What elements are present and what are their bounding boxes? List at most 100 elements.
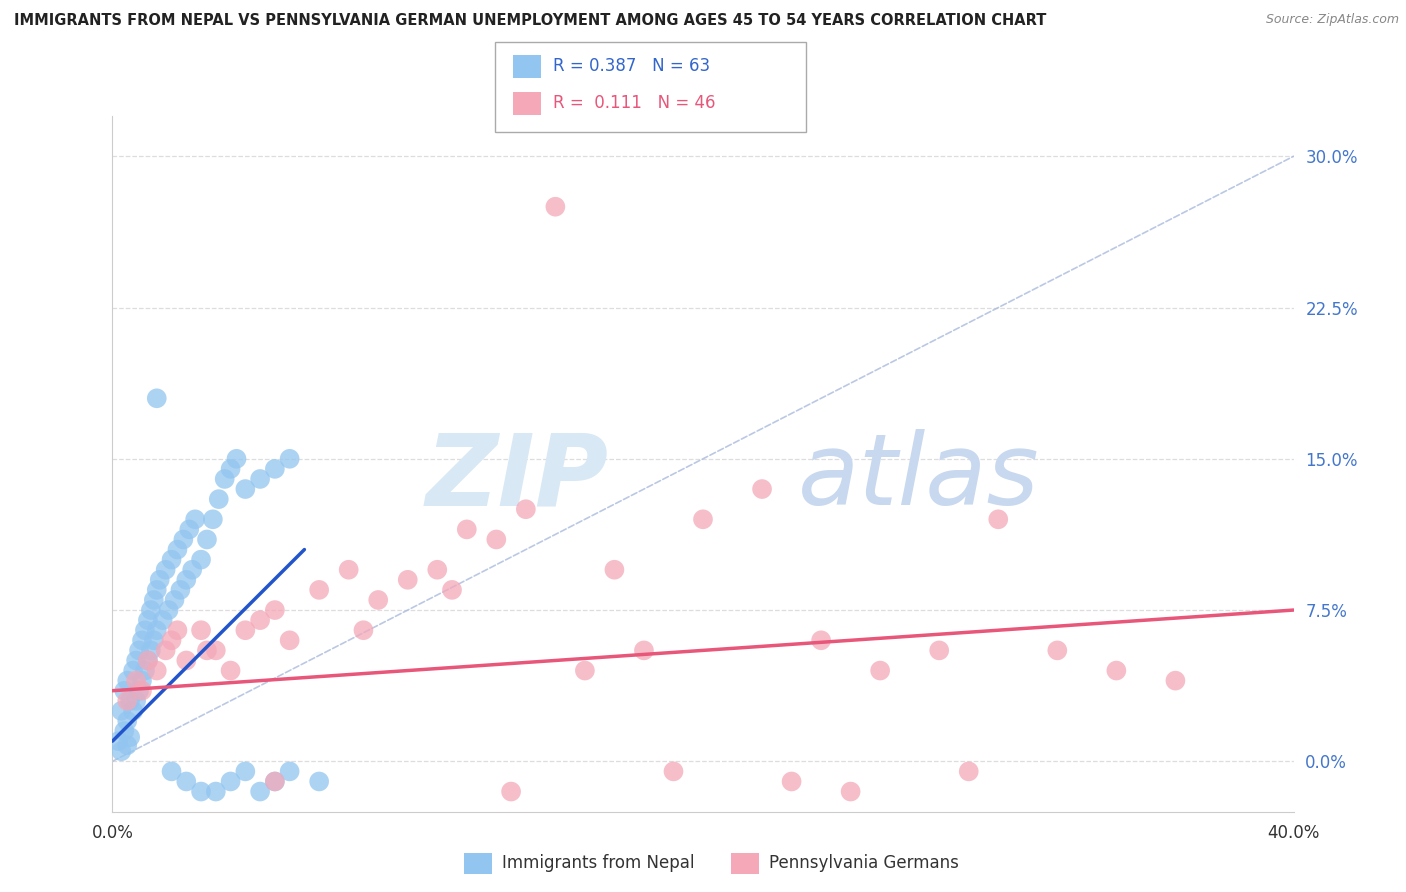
Point: [544, 200, 567, 214]
Point: [278, 451, 301, 466]
Point: [810, 633, 832, 648]
Point: [367, 593, 389, 607]
Point: [195, 643, 218, 657]
Point: [166, 624, 188, 638]
Point: [134, 664, 156, 678]
Point: [751, 482, 773, 496]
Point: [249, 784, 271, 798]
Point: [219, 664, 242, 678]
Point: [201, 512, 224, 526]
Point: [125, 694, 148, 708]
Text: IMMIGRANTS FROM NEPAL VS PENNSYLVANIA GERMAN UNEMPLOYMENT AMONG AGES 45 TO 54 YE: IMMIGRANTS FROM NEPAL VS PENNSYLVANIA GE…: [14, 13, 1046, 29]
Point: [163, 593, 186, 607]
Point: [134, 624, 156, 638]
Point: [181, 563, 204, 577]
Point: [633, 643, 655, 657]
Point: [208, 492, 231, 507]
Point: [1105, 664, 1128, 678]
Point: [214, 472, 236, 486]
Point: [146, 664, 169, 678]
Point: [1046, 643, 1069, 657]
Point: [264, 462, 287, 476]
Text: Pennsylvania Germans: Pennsylvania Germans: [769, 855, 959, 872]
Point: [172, 533, 194, 547]
Point: [122, 664, 145, 678]
Text: ZIP: ZIP: [426, 429, 609, 526]
Point: [110, 744, 132, 758]
Point: [225, 451, 247, 466]
Point: [441, 582, 464, 597]
Point: [107, 734, 129, 748]
Point: [396, 573, 419, 587]
Point: [264, 774, 287, 789]
Point: [136, 653, 159, 667]
Point: [515, 502, 537, 516]
Point: [603, 563, 626, 577]
Text: atlas: atlas: [797, 429, 1039, 526]
Point: [1164, 673, 1187, 688]
Point: [117, 714, 138, 728]
Point: [179, 522, 201, 536]
Point: [501, 784, 523, 798]
Point: [166, 542, 188, 557]
Point: [233, 482, 256, 496]
Point: [957, 764, 980, 779]
Point: [142, 633, 165, 648]
Point: [485, 533, 508, 547]
Point: [249, 472, 271, 486]
Text: Source: ZipAtlas.com: Source: ZipAtlas.com: [1265, 13, 1399, 27]
Point: [112, 724, 135, 739]
Point: [352, 624, 374, 638]
Point: [278, 764, 301, 779]
Point: [205, 643, 228, 657]
Point: [219, 774, 242, 789]
Point: [869, 664, 891, 678]
Point: [190, 624, 212, 638]
Point: [195, 533, 218, 547]
Point: [146, 392, 169, 406]
Point: [233, 624, 256, 638]
Point: [174, 774, 197, 789]
Point: [249, 613, 271, 627]
Point: [146, 624, 169, 638]
Text: R =  0.111   N = 46: R = 0.111 N = 46: [553, 94, 716, 112]
Point: [928, 643, 950, 657]
Point: [574, 664, 596, 678]
Point: [149, 573, 172, 587]
Point: [780, 774, 803, 789]
Point: [125, 673, 148, 688]
Point: [120, 694, 142, 708]
Point: [184, 512, 207, 526]
Point: [264, 603, 287, 617]
Point: [152, 613, 174, 627]
Point: [160, 633, 183, 648]
Point: [131, 683, 153, 698]
Point: [987, 512, 1010, 526]
Point: [308, 774, 330, 789]
Point: [125, 653, 148, 667]
Point: [117, 738, 138, 752]
Point: [139, 603, 162, 617]
Point: [122, 704, 145, 718]
Point: [205, 784, 228, 798]
Point: [426, 563, 449, 577]
Point: [117, 694, 138, 708]
Point: [662, 764, 685, 779]
Point: [112, 683, 135, 698]
Point: [174, 573, 197, 587]
Point: [308, 582, 330, 597]
Point: [233, 764, 256, 779]
Point: [139, 643, 162, 657]
Text: R = 0.387   N = 63: R = 0.387 N = 63: [553, 57, 710, 75]
Point: [136, 653, 159, 667]
Point: [278, 633, 301, 648]
Text: Immigrants from Nepal: Immigrants from Nepal: [502, 855, 695, 872]
Point: [146, 582, 169, 597]
Y-axis label: Unemployment Among Ages 45 to 54 years: Unemployment Among Ages 45 to 54 years: [0, 296, 7, 632]
Point: [169, 582, 191, 597]
Point: [131, 633, 153, 648]
Point: [136, 613, 159, 627]
Point: [155, 643, 177, 657]
Point: [157, 603, 180, 617]
Point: [155, 563, 177, 577]
